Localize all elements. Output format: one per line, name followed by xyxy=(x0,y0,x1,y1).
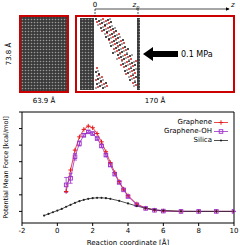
svg-text:6: 6 xyxy=(161,227,166,235)
svg-text:z: z xyxy=(230,1,232,9)
html-text:Silica: Silica xyxy=(193,136,212,144)
svg-text:-2: -2 xyxy=(19,227,26,235)
svg-text:2: 2 xyxy=(90,227,94,235)
svg-text:zp: zp xyxy=(132,1,140,11)
svg-text:10: 10 xyxy=(230,227,232,235)
svg-text:Reaction coordinate [Å]: Reaction coordinate [Å] xyxy=(87,238,170,245)
svg-text:63.9 Å: 63.9 Å xyxy=(33,96,56,105)
html-text:Graphene-OH: Graphene-OH xyxy=(164,127,212,135)
svg-text:8: 8 xyxy=(196,227,200,235)
svg-text:4: 4 xyxy=(126,227,131,235)
svg-text:Potential Mean Force [kcal/mol: Potential Mean Force [kcal/mol] xyxy=(8,116,10,218)
svg-text:0.1 MPa: 0.1 MPa xyxy=(181,50,213,59)
svg-text:0: 0 xyxy=(93,1,97,9)
svg-text:0: 0 xyxy=(55,227,59,235)
html-text:Graphene: Graphene xyxy=(177,118,212,126)
svg-text:73.8 Å: 73.8 Å xyxy=(8,42,13,65)
svg-text:170 Å: 170 Å xyxy=(145,96,166,105)
